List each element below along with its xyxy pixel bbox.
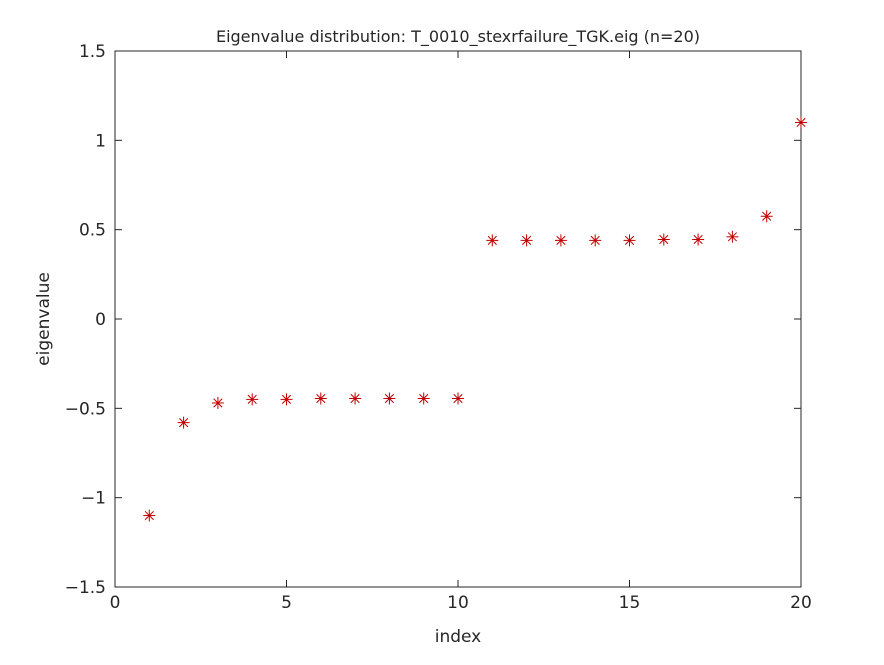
data-point [657, 233, 670, 246]
y-tick-label: −0.5 [65, 399, 106, 419]
x-tick-label: 15 [619, 593, 641, 613]
plot-area: 0 5 10 15 20 −1.5 −1 −0.5 0 0.5 1 1.5 [65, 42, 812, 613]
data-point [554, 234, 567, 247]
data-point [795, 116, 807, 129]
data-point [589, 234, 602, 247]
chart-title: Eigenvalue distribution: T_0010_stexrfai… [216, 27, 700, 47]
data-point [383, 392, 396, 405]
x-tick-label: 10 [447, 593, 469, 613]
data-point [692, 233, 705, 246]
data-point [486, 234, 499, 247]
data-point [452, 392, 464, 405]
y-axis-label: eigenvalue [34, 272, 54, 366]
y-tick-label: 1.5 [79, 42, 106, 62]
data-point [760, 210, 773, 223]
x-tick-label: 5 [281, 593, 292, 613]
data-point [280, 393, 293, 406]
y-tick-label: 1 [95, 131, 106, 151]
data-point [246, 393, 259, 406]
y-axis-ticks: −1.5 −1 −0.5 0 0.5 1 1.5 [65, 42, 801, 598]
x-axis-label: index [435, 627, 482, 647]
data-point [314, 392, 327, 405]
data-point [520, 234, 533, 247]
data-point [417, 392, 430, 405]
y-tick-label: 0.5 [79, 221, 106, 241]
data-point [211, 396, 224, 409]
data-markers [143, 116, 807, 522]
x-tick-label: 0 [110, 593, 121, 613]
y-tick-label: −1.5 [65, 578, 106, 598]
data-point [623, 234, 636, 247]
y-tick-label: 0 [95, 310, 106, 330]
data-point [143, 509, 156, 522]
data-point [349, 392, 362, 405]
data-point [177, 416, 190, 429]
data-point [726, 230, 739, 243]
y-tick-label: −1 [81, 489, 106, 509]
axes-box [114, 50, 802, 588]
x-tick-label: 20 [790, 593, 812, 613]
x-axis-ticks: 0 5 10 15 20 [110, 51, 812, 613]
